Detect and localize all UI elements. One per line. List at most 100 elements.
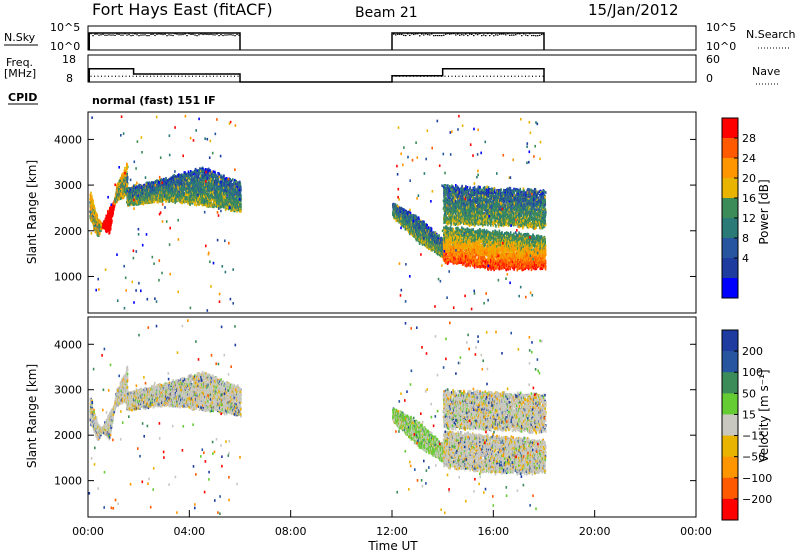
- noise-sample: [461, 34, 463, 35]
- noise-sample: [166, 35, 168, 36]
- noise-sample: [415, 33, 417, 34]
- noise-sample: [543, 34, 545, 35]
- noise-sample: [208, 34, 210, 35]
- echo-point: [126, 180, 128, 183]
- noise-sample: [200, 33, 202, 34]
- noise-sample: [170, 35, 172, 36]
- noise-sample: [457, 34, 459, 35]
- noise-sample: [417, 33, 419, 34]
- noise-sample: [92, 35, 94, 36]
- noise-sample: [533, 35, 535, 36]
- noise-sample: [188, 33, 190, 34]
- noise-sample: [110, 35, 112, 36]
- noise-sample: [186, 35, 188, 36]
- noise-sample: [146, 35, 148, 36]
- noise-sample: [118, 34, 120, 35]
- echo-point: [134, 184, 136, 187]
- echo-point: [112, 214, 114, 217]
- noise-sample: [411, 33, 413, 34]
- noise-sample: [475, 33, 477, 34]
- date-title: 15/Jan/2012: [588, 1, 679, 19]
- noise-sample: [142, 34, 144, 35]
- noise-sample: [176, 34, 178, 35]
- noise-sample: [539, 35, 541, 36]
- noise-sample: [525, 35, 527, 36]
- noise-sample: [120, 35, 122, 36]
- noise-sample: [220, 34, 222, 35]
- noise-sample: [98, 35, 100, 36]
- echo-point: [111, 220, 113, 223]
- noise-sample: [94, 34, 96, 35]
- noise-sample: [174, 33, 176, 34]
- noise-sample: [172, 35, 174, 36]
- noise-sample: [90, 33, 92, 34]
- noise-sample: [230, 34, 232, 35]
- noise-sample: [140, 35, 142, 36]
- echo-point: [110, 224, 112, 227]
- noise-sample: [202, 34, 204, 35]
- echo-point: [91, 196, 93, 199]
- noise-sample: [180, 34, 182, 35]
- noise-sample: [224, 34, 226, 35]
- noise-sample: [489, 35, 491, 36]
- noise-sample: [439, 35, 441, 36]
- noise-sample: [136, 34, 138, 35]
- noise-sample: [517, 33, 519, 34]
- frequency-right-tick-bottom: 0: [706, 72, 713, 85]
- echo-point: [124, 190, 126, 193]
- echo-point: [195, 201, 197, 204]
- noise-sample: [196, 35, 198, 36]
- noise-sample: [437, 35, 439, 36]
- noise-sample: [399, 34, 401, 35]
- echo-point: [126, 163, 128, 166]
- noise-sample: [513, 35, 515, 36]
- noise-sample: [485, 35, 487, 36]
- noise-sample: [441, 35, 443, 36]
- noise-sample: [178, 34, 180, 35]
- noise-sample: [413, 34, 415, 35]
- noise-sample: [495, 34, 497, 35]
- noise-sample: [509, 35, 511, 36]
- noise-sample: [122, 35, 124, 36]
- noise-sample: [106, 35, 108, 36]
- noise-sample: [218, 35, 220, 36]
- noise-sample: [541, 34, 543, 35]
- noise-right-tick-top: 10^5: [706, 21, 736, 34]
- echo-point: [108, 232, 110, 235]
- noise-sample: [451, 33, 453, 34]
- noise-sample: [433, 35, 435, 36]
- echo-point: [93, 203, 95, 206]
- noise-panel: N.Sky 10^5 10^0 10^5 10^0 N.Search: [4, 21, 796, 53]
- noise-sample: [473, 35, 475, 36]
- noise-sample: [463, 35, 465, 36]
- noise-sample: [150, 34, 152, 35]
- noise-sample: [164, 34, 166, 35]
- echo-point: [94, 207, 96, 210]
- noise-sample: [479, 33, 481, 34]
- noise-sample: [491, 33, 493, 34]
- noise-sample: [469, 34, 471, 35]
- noise-sample: [397, 34, 399, 35]
- noise-sample: [465, 34, 467, 35]
- noise-sample: [238, 35, 240, 36]
- noise-sample: [226, 34, 228, 35]
- noise-sample: [234, 35, 236, 36]
- noise-sample: [507, 33, 509, 34]
- noise-sample: [511, 35, 513, 36]
- noise-sample: [126, 35, 128, 36]
- noise-sample: [459, 35, 461, 36]
- echo-point: [177, 198, 179, 201]
- noise-sample: [435, 35, 437, 36]
- echo-point: [189, 203, 191, 206]
- echo-point: [163, 198, 165, 201]
- noise-left-tick-bottom: 10^0: [50, 40, 80, 53]
- noise-sample: [144, 34, 146, 35]
- noise-sample: [138, 35, 140, 36]
- noise-sample: [236, 34, 238, 35]
- noise-sample: [154, 35, 156, 36]
- noise-sample: [407, 33, 409, 34]
- echo-point: [202, 204, 204, 207]
- noise-sample: [499, 34, 501, 35]
- noise-sample: [455, 34, 457, 35]
- noise-sample: [529, 33, 531, 34]
